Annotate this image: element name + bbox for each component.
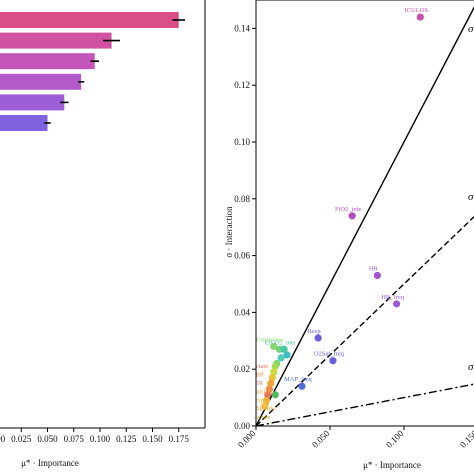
x-tick-label: 0.150 — [458, 428, 474, 450]
x-tick-label: 0.050 — [310, 428, 332, 450]
bar — [0, 115, 48, 131]
bar — [0, 32, 112, 49]
data-point — [280, 345, 288, 353]
point-label: MAP_freq — [284, 376, 313, 383]
plot-area: ICULOS FiO2_inte HR HR_freq Resp O2Sat_freq MA… — [249, 6, 474, 426]
cluster-label: Chloride — [252, 406, 275, 413]
point-label: HR — [369, 265, 379, 272]
x-tick-label: 0.175 — [169, 434, 190, 444]
data-point — [329, 357, 337, 365]
y-tick-label: 0.00 — [234, 421, 250, 431]
x-tick-label: 0.000 — [236, 428, 258, 450]
point-label: EtCO2_inte — [265, 339, 296, 346]
data-point — [271, 391, 279, 399]
data-point — [270, 368, 278, 376]
y-tick-label: 0.02 — [234, 364, 250, 374]
y-axis-title: σ · Interaction — [224, 206, 234, 258]
point-label: O2Sat_freq — [314, 351, 345, 358]
data-point — [262, 396, 270, 405]
reference-line-label: σ — [468, 23, 474, 35]
importance-bar-chart: 0.000 0.025 0.050 0.075 0.100 0.125 0.150 0.175… — [0, 0, 206, 468]
point-label: Creatinine — [256, 336, 283, 343]
importance-interaction-scatter: ICULOS FiO2_inte HR HR_freq Resp O2Sat_freq MA… — [224, 0, 474, 470]
data-point — [298, 382, 306, 390]
x-tick-label: 0.125 — [116, 434, 137, 444]
x-axis-title: μ* · Importance — [21, 458, 79, 468]
data-point — [270, 342, 278, 351]
reference-line-label: σ — [468, 361, 474, 373]
data-point — [268, 374, 276, 382]
x-tick-label: 0.100 — [90, 434, 111, 444]
point-label: Resp — [308, 328, 321, 335]
y-tick-label: 0.06 — [234, 251, 250, 261]
bar — [0, 53, 95, 70]
data-point — [283, 351, 291, 359]
data-point — [373, 271, 381, 280]
x-tick-label: 0.150 — [142, 434, 163, 444]
x-tick-label: 0.075 — [64, 434, 85, 444]
x-axis-title: μ* · Importance — [363, 460, 421, 470]
x-tick-label: 0.050 — [37, 434, 58, 444]
data-point — [264, 391, 272, 399]
cluster-label: SBP — [252, 372, 264, 379]
data-point — [314, 334, 322, 342]
x-tick-label: 0.100 — [384, 428, 406, 450]
reference-line-label: σ — [468, 191, 474, 203]
x-tick-label: 0.000 — [0, 434, 6, 444]
reference-line-dashdot — [256, 383, 474, 426]
cluster-label: BUN — [249, 380, 263, 387]
cluster-label: Lactate — [249, 363, 268, 370]
y-tick-label: 0.04 — [234, 307, 250, 317]
y-tick-label: 0.10 — [234, 137, 250, 147]
data-point — [261, 402, 269, 410]
x-tick-label: 0.025 — [11, 434, 32, 444]
y-tick-label: 0.14 — [234, 23, 250, 33]
bar — [0, 73, 82, 90]
bar — [0, 94, 65, 111]
cluster-label: Temp — [249, 397, 264, 404]
y-tick-label: 0.08 — [234, 194, 250, 204]
point-label: FiO2_inte — [335, 206, 361, 213]
data-point — [277, 354, 285, 362]
data-point — [393, 300, 401, 308]
point-label: ICULOS — [405, 7, 429, 14]
data-point — [416, 13, 424, 21]
data-point — [267, 379, 275, 387]
reference-line-dashed — [256, 215, 474, 426]
cluster-label: Calcium — [252, 389, 274, 396]
cluster-label: Glucose — [249, 414, 270, 421]
bar — [0, 12, 179, 28]
reference-line-solid — [256, 6, 474, 426]
y-tick-label: 0.12 — [234, 80, 250, 90]
point-label: HR_freq — [381, 294, 404, 301]
data-point — [348, 212, 356, 220]
data-point — [265, 385, 273, 393]
data-point — [271, 362, 279, 370]
